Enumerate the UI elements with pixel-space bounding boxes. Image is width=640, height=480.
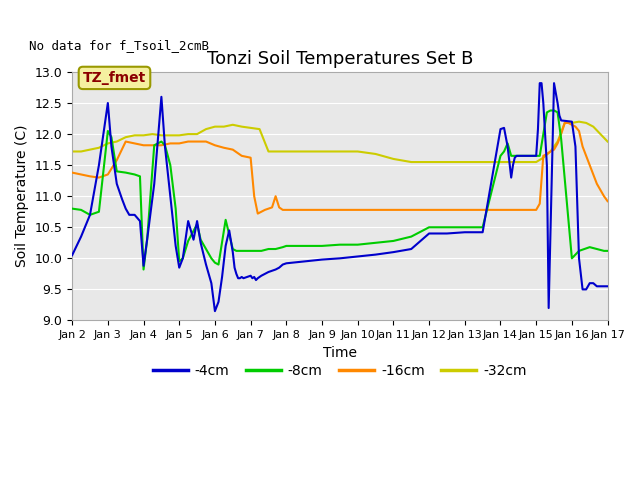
Y-axis label: Soil Temperature (C): Soil Temperature (C) (15, 125, 29, 267)
Legend: -4cm, -8cm, -16cm, -32cm: -4cm, -8cm, -16cm, -32cm (148, 358, 532, 383)
Title: Tonzi Soil Temperatures Set B: Tonzi Soil Temperatures Set B (207, 49, 473, 68)
Text: TZ_fmet: TZ_fmet (83, 71, 146, 85)
X-axis label: Time: Time (323, 346, 357, 360)
Text: No data for f_Tsoil_2cmB: No data for f_Tsoil_2cmB (29, 39, 209, 52)
